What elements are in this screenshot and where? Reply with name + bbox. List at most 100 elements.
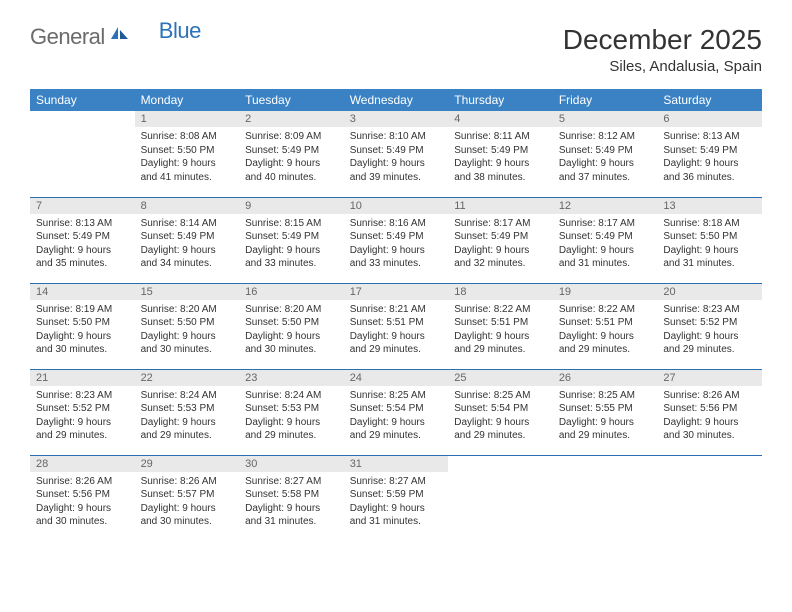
daylight-text: and 29 minutes. xyxy=(559,429,652,443)
day-content: Sunrise: 8:27 AMSunset: 5:58 PMDaylight:… xyxy=(239,472,344,533)
sunrise-text: Sunrise: 8:17 AM xyxy=(559,217,652,231)
day-number: 8 xyxy=(135,198,240,214)
sunrise-text: Sunrise: 8:21 AM xyxy=(350,303,443,317)
daylight-text: Daylight: 9 hours xyxy=(141,502,234,516)
sunset-text: Sunset: 5:49 PM xyxy=(350,144,443,158)
sunset-text: Sunset: 5:58 PM xyxy=(245,488,338,502)
calendar-day-cell: 7Sunrise: 8:13 AMSunset: 5:49 PMDaylight… xyxy=(30,197,135,283)
daylight-text: Daylight: 9 hours xyxy=(245,416,338,430)
sunrise-text: Sunrise: 8:26 AM xyxy=(663,389,756,403)
day-number: 5 xyxy=(553,111,658,127)
sunrise-text: Sunrise: 8:22 AM xyxy=(454,303,547,317)
sunset-text: Sunset: 5:51 PM xyxy=(559,316,652,330)
day-number: 12 xyxy=(553,198,658,214)
sunrise-text: Sunrise: 8:25 AM xyxy=(350,389,443,403)
daylight-text: and 34 minutes. xyxy=(141,257,234,271)
calendar-day-cell: 16Sunrise: 8:20 AMSunset: 5:50 PMDayligh… xyxy=(239,283,344,369)
calendar-day-cell: 10Sunrise: 8:16 AMSunset: 5:49 PMDayligh… xyxy=(344,197,449,283)
daylight-text: Daylight: 9 hours xyxy=(454,416,547,430)
sunrise-text: Sunrise: 8:13 AM xyxy=(36,217,129,231)
daylight-text: and 40 minutes. xyxy=(245,171,338,185)
day-number: 16 xyxy=(239,284,344,300)
calendar-table: Sunday Monday Tuesday Wednesday Thursday… xyxy=(30,89,762,541)
calendar-day-cell: 14Sunrise: 8:19 AMSunset: 5:50 PMDayligh… xyxy=(30,283,135,369)
calendar-week-row: 21Sunrise: 8:23 AMSunset: 5:52 PMDayligh… xyxy=(30,369,762,455)
day-content: Sunrise: 8:16 AMSunset: 5:49 PMDaylight:… xyxy=(344,214,449,275)
daylight-text: Daylight: 9 hours xyxy=(559,244,652,258)
logo-text-general: General xyxy=(30,24,105,50)
sunset-text: Sunset: 5:49 PM xyxy=(454,144,547,158)
daylight-text: and 29 minutes. xyxy=(36,429,129,443)
daylight-text: Daylight: 9 hours xyxy=(663,244,756,258)
sunset-text: Sunset: 5:57 PM xyxy=(141,488,234,502)
calendar-day-cell: 30Sunrise: 8:27 AMSunset: 5:58 PMDayligh… xyxy=(239,455,344,541)
sunset-text: Sunset: 5:51 PM xyxy=(350,316,443,330)
daylight-text: and 29 minutes. xyxy=(350,429,443,443)
sunset-text: Sunset: 5:50 PM xyxy=(245,316,338,330)
day-content: Sunrise: 8:24 AMSunset: 5:53 PMDaylight:… xyxy=(239,386,344,447)
weekday-header: Wednesday xyxy=(344,89,449,111)
daylight-text: and 30 minutes. xyxy=(245,343,338,357)
sunrise-text: Sunrise: 8:10 AM xyxy=(350,130,443,144)
sunset-text: Sunset: 5:52 PM xyxy=(663,316,756,330)
sunset-text: Sunset: 5:49 PM xyxy=(36,230,129,244)
day-content: Sunrise: 8:19 AMSunset: 5:50 PMDaylight:… xyxy=(30,300,135,361)
calendar-day-cell: 26Sunrise: 8:25 AMSunset: 5:55 PMDayligh… xyxy=(553,369,658,455)
logo-sail-icon xyxy=(109,25,131,46)
sunrise-text: Sunrise: 8:25 AM xyxy=(559,389,652,403)
daylight-text: Daylight: 9 hours xyxy=(454,157,547,171)
day-number: 28 xyxy=(30,456,135,472)
sunrise-text: Sunrise: 8:27 AM xyxy=(350,475,443,489)
daylight-text: and 35 minutes. xyxy=(36,257,129,271)
day-number: 20 xyxy=(657,284,762,300)
sunset-text: Sunset: 5:54 PM xyxy=(454,402,547,416)
day-number: 3 xyxy=(344,111,449,127)
sunset-text: Sunset: 5:50 PM xyxy=(141,144,234,158)
day-content: Sunrise: 8:09 AMSunset: 5:49 PMDaylight:… xyxy=(239,127,344,188)
sunrise-text: Sunrise: 8:24 AM xyxy=(245,389,338,403)
sunrise-text: Sunrise: 8:26 AM xyxy=(141,475,234,489)
day-number: 26 xyxy=(553,370,658,386)
calendar-day-cell: 9Sunrise: 8:15 AMSunset: 5:49 PMDaylight… xyxy=(239,197,344,283)
sunset-text: Sunset: 5:53 PM xyxy=(141,402,234,416)
day-number: 1 xyxy=(135,111,240,127)
calendar-week-row: 14Sunrise: 8:19 AMSunset: 5:50 PMDayligh… xyxy=(30,283,762,369)
daylight-text: and 30 minutes. xyxy=(36,343,129,357)
day-number: 14 xyxy=(30,284,135,300)
daylight-text: Daylight: 9 hours xyxy=(350,157,443,171)
day-number: 7 xyxy=(30,198,135,214)
day-number: 9 xyxy=(239,198,344,214)
calendar-day-cell: 6Sunrise: 8:13 AMSunset: 5:49 PMDaylight… xyxy=(657,111,762,197)
sunrise-text: Sunrise: 8:24 AM xyxy=(141,389,234,403)
daylight-text: and 30 minutes. xyxy=(141,343,234,357)
sunset-text: Sunset: 5:50 PM xyxy=(663,230,756,244)
calendar-day-cell: 27Sunrise: 8:26 AMSunset: 5:56 PMDayligh… xyxy=(657,369,762,455)
day-content: Sunrise: 8:18 AMSunset: 5:50 PMDaylight:… xyxy=(657,214,762,275)
month-title: December 2025 xyxy=(563,24,762,56)
calendar-day-cell xyxy=(448,455,553,541)
daylight-text: and 29 minutes. xyxy=(350,343,443,357)
sunset-text: Sunset: 5:56 PM xyxy=(36,488,129,502)
day-number: 27 xyxy=(657,370,762,386)
day-number: 24 xyxy=(344,370,449,386)
calendar-day-cell: 28Sunrise: 8:26 AMSunset: 5:56 PMDayligh… xyxy=(30,455,135,541)
calendar-day-cell: 8Sunrise: 8:14 AMSunset: 5:49 PMDaylight… xyxy=(135,197,240,283)
header: General Blue December 2025 Siles, Andalu… xyxy=(30,24,762,75)
day-number: 21 xyxy=(30,370,135,386)
daylight-text: Daylight: 9 hours xyxy=(559,157,652,171)
day-content: Sunrise: 8:24 AMSunset: 5:53 PMDaylight:… xyxy=(135,386,240,447)
logo-text-blue: Blue xyxy=(159,18,201,44)
daylight-text: Daylight: 9 hours xyxy=(454,244,547,258)
calendar-day-cell: 13Sunrise: 8:18 AMSunset: 5:50 PMDayligh… xyxy=(657,197,762,283)
sunrise-text: Sunrise: 8:14 AM xyxy=(141,217,234,231)
calendar-day-cell: 23Sunrise: 8:24 AMSunset: 5:53 PMDayligh… xyxy=(239,369,344,455)
sunrise-text: Sunrise: 8:12 AM xyxy=(559,130,652,144)
calendar-day-cell xyxy=(553,455,658,541)
day-content: Sunrise: 8:27 AMSunset: 5:59 PMDaylight:… xyxy=(344,472,449,533)
day-content: Sunrise: 8:23 AMSunset: 5:52 PMDaylight:… xyxy=(657,300,762,361)
sunset-text: Sunset: 5:51 PM xyxy=(454,316,547,330)
daylight-text: Daylight: 9 hours xyxy=(36,502,129,516)
daylight-text: Daylight: 9 hours xyxy=(141,330,234,344)
sunrise-text: Sunrise: 8:27 AM xyxy=(245,475,338,489)
sunset-text: Sunset: 5:59 PM xyxy=(350,488,443,502)
